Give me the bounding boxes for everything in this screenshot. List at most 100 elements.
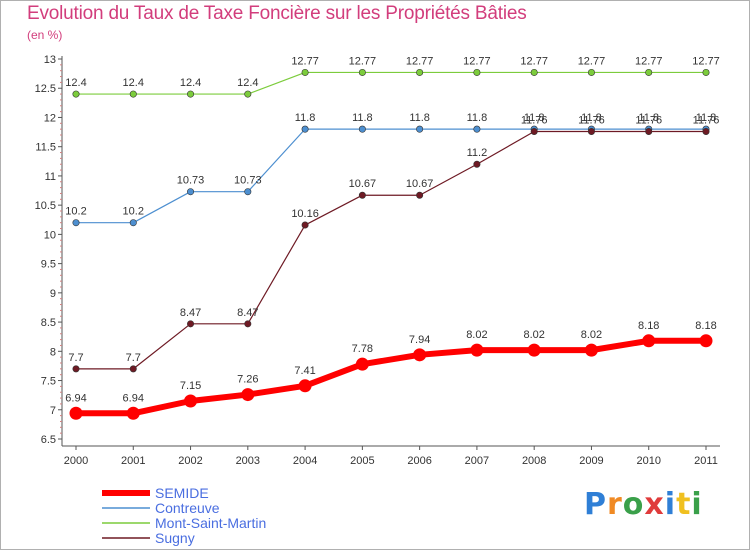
logo-letter: i	[691, 487, 703, 522]
data-label: 6.94	[65, 392, 86, 404]
y-tick-label: 10.5	[35, 200, 56, 212]
y-tick-label: 9.5	[41, 259, 56, 271]
y-tick-label: 8.5	[41, 317, 56, 329]
data-label: 7.41	[294, 365, 315, 377]
data-label: 11.8	[524, 112, 545, 124]
data-label: 10.16	[291, 208, 319, 220]
data-label: 11.8	[409, 112, 430, 124]
data-point	[129, 90, 137, 98]
data-label: 12.77	[291, 55, 319, 67]
data-label: 12.77	[635, 55, 663, 67]
data-point	[301, 221, 309, 229]
data-point	[69, 406, 83, 420]
data-point	[72, 219, 80, 227]
data-label: 11.8	[467, 112, 488, 124]
data-label: 8.18	[695, 320, 716, 332]
data-point	[530, 127, 538, 135]
data-label: 11.8	[638, 112, 659, 124]
legend-entry: SEMIDE	[155, 485, 209, 501]
data-point	[244, 90, 252, 98]
data-point	[301, 125, 309, 133]
data-point	[587, 127, 595, 135]
data-point	[187, 320, 195, 328]
data-label: 7.26	[237, 374, 258, 386]
x-tick-label: 2011	[694, 455, 718, 467]
data-point	[645, 127, 653, 135]
x-tick-label: 2005	[350, 455, 374, 467]
series-line-semide	[76, 337, 706, 417]
y-tick-label: 8	[50, 346, 56, 358]
logo-letter: t	[676, 487, 692, 522]
x-tick-label: 2000	[64, 455, 88, 467]
y-tick-label: 11	[45, 171, 56, 183]
data-label: 12.4	[180, 77, 201, 89]
data-label: 10.67	[349, 178, 377, 190]
data-label: 12.77	[463, 55, 491, 67]
x-tick-label: 2006	[407, 455, 431, 467]
chart-title: Evolution du Taux de Taxe Foncière sur l…	[27, 3, 527, 24]
data-label: 8.02	[581, 329, 602, 341]
data-label: 10.73	[234, 175, 262, 187]
data-point	[187, 188, 195, 196]
data-label: 10.67	[406, 178, 434, 190]
data-point	[298, 379, 312, 393]
data-point	[129, 365, 137, 373]
data-label: 12.4	[65, 77, 86, 89]
x-tick-label: 2007	[465, 455, 489, 467]
data-label: 11.2	[467, 147, 488, 159]
data-label: 7.94	[409, 334, 430, 346]
data-point	[530, 68, 538, 76]
data-label: 12.4	[237, 77, 258, 89]
y-tick-label: 13	[44, 54, 56, 66]
data-point	[72, 365, 80, 373]
y-tick-label: 12.5	[35, 83, 56, 95]
data-point	[244, 320, 252, 328]
legend-entry: Sugny	[155, 530, 195, 546]
data-point	[413, 348, 427, 362]
data-point	[527, 343, 541, 357]
x-tick-label: 2001	[121, 455, 145, 467]
data-label: 11.8	[696, 112, 717, 124]
y-tick-label: 7	[50, 405, 56, 417]
data-point	[184, 394, 198, 408]
data-point	[416, 68, 424, 76]
data-label: 8.02	[523, 329, 544, 341]
data-label: 12.77	[578, 55, 606, 67]
legend-entry: Contreuve	[155, 500, 220, 516]
x-tick-label: 2004	[293, 455, 317, 467]
y-tick-label: 7.5	[41, 376, 56, 388]
data-label: 7.78	[352, 343, 373, 355]
data-label: 11.76	[521, 114, 548, 126]
data-label: 12.77	[520, 55, 548, 67]
data-point	[645, 68, 653, 76]
y-unit-label: (en %)	[27, 28, 63, 42]
y-tick-label: 10	[44, 229, 56, 241]
data-point	[473, 125, 481, 133]
data-point	[358, 125, 366, 133]
data-point	[129, 219, 137, 227]
data-point	[244, 188, 252, 196]
data-point	[358, 68, 366, 76]
logo-letter: o	[622, 487, 645, 522]
data-label: 8.47	[180, 307, 201, 319]
data-point	[473, 68, 481, 76]
logo-letter: i	[664, 487, 677, 522]
data-label: 11.8	[581, 112, 602, 124]
y-tick-label: 9	[50, 288, 56, 300]
logo-letter: P	[584, 487, 607, 522]
data-point	[702, 68, 710, 76]
data-label: 12.77	[406, 55, 434, 67]
data-point	[241, 388, 255, 402]
data-point	[416, 125, 424, 133]
y-tick-label: 6.5	[41, 434, 56, 446]
data-point	[187, 90, 195, 98]
series-line-sugny	[76, 130, 706, 370]
data-label: 7.15	[180, 380, 201, 392]
data-label: 10.2	[65, 206, 86, 218]
data-point	[301, 68, 309, 76]
y-tick-label: 12	[44, 112, 56, 124]
y-tick-label: 11.5	[35, 142, 56, 154]
series-line-mont-saint-martin	[76, 71, 706, 95]
data-label: 6.94	[123, 392, 144, 404]
